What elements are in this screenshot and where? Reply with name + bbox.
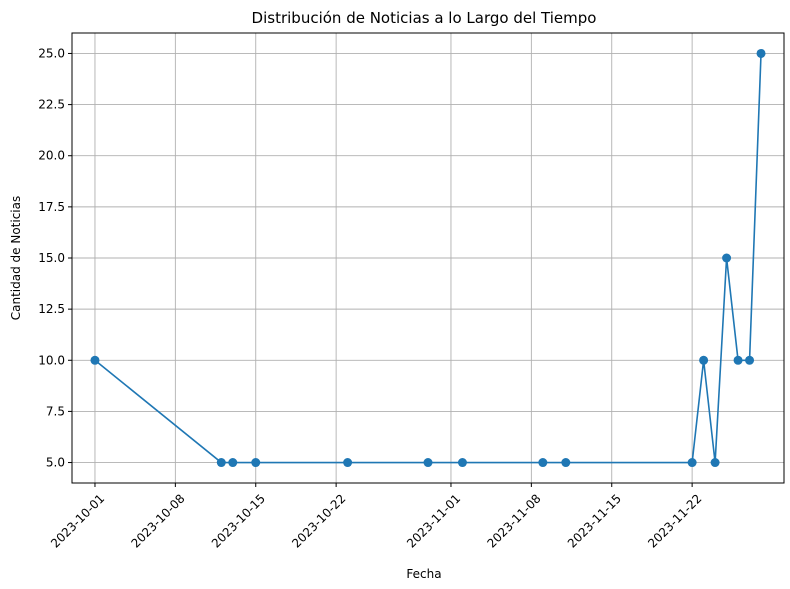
data-point (733, 355, 743, 365)
data-point (228, 458, 238, 468)
data-point (756, 48, 766, 58)
x-tick-label: 2023-11-22 (645, 491, 704, 550)
y-axis-ticks: 5.0 7.5 10.0 12.5 15.0 17.5 20.0 22.5 25.0 (38, 46, 72, 470)
grid (72, 33, 784, 483)
x-tick-label: 2023-11-01 (404, 491, 463, 550)
y-tick-label: 25.0 (38, 46, 65, 60)
x-tick-label: 2023-11-15 (565, 491, 624, 550)
series-line (94, 53, 762, 464)
data-point (699, 355, 709, 365)
x-axis-ticks: 2023-10-01 2023-10-08 2023-10-15 2023-10-22… (48, 483, 704, 551)
y-tick-label: 10.0 (38, 353, 65, 367)
x-tick-label: 2023-11-08 (484, 491, 543, 550)
chart-title: Distribución de Noticias a lo Largo del … (252, 9, 597, 27)
x-tick-label: 2023-10-01 (48, 491, 107, 550)
data-point (423, 458, 433, 468)
data-point (710, 458, 720, 468)
y-axis-label: Cantidad de Noticias (9, 196, 23, 321)
data-point (457, 458, 467, 468)
data-point (561, 458, 571, 468)
y-tick-label: 15.0 (38, 251, 65, 265)
data-point (538, 458, 548, 468)
y-tick-label: 7.5 (46, 404, 65, 418)
data-point (745, 355, 755, 365)
x-tick-label: 2023-10-22 (289, 491, 348, 550)
data-point (216, 458, 226, 468)
series (90, 48, 766, 468)
y-tick-label: 17.5 (38, 200, 65, 214)
data-point (343, 458, 353, 468)
y-tick-label: 20.0 (38, 149, 65, 163)
data-point (722, 253, 732, 263)
x-tick-label: 2023-10-15 (209, 491, 268, 550)
x-tick-label: 2023-10-08 (128, 491, 187, 550)
data-point (687, 458, 697, 468)
y-tick-label: 5.0 (46, 456, 65, 470)
x-axis-label: Fecha (406, 567, 441, 581)
data-point (90, 355, 100, 365)
y-tick-label: 22.5 (38, 98, 65, 112)
data-point (251, 458, 261, 468)
y-tick-label: 12.5 (38, 302, 65, 316)
